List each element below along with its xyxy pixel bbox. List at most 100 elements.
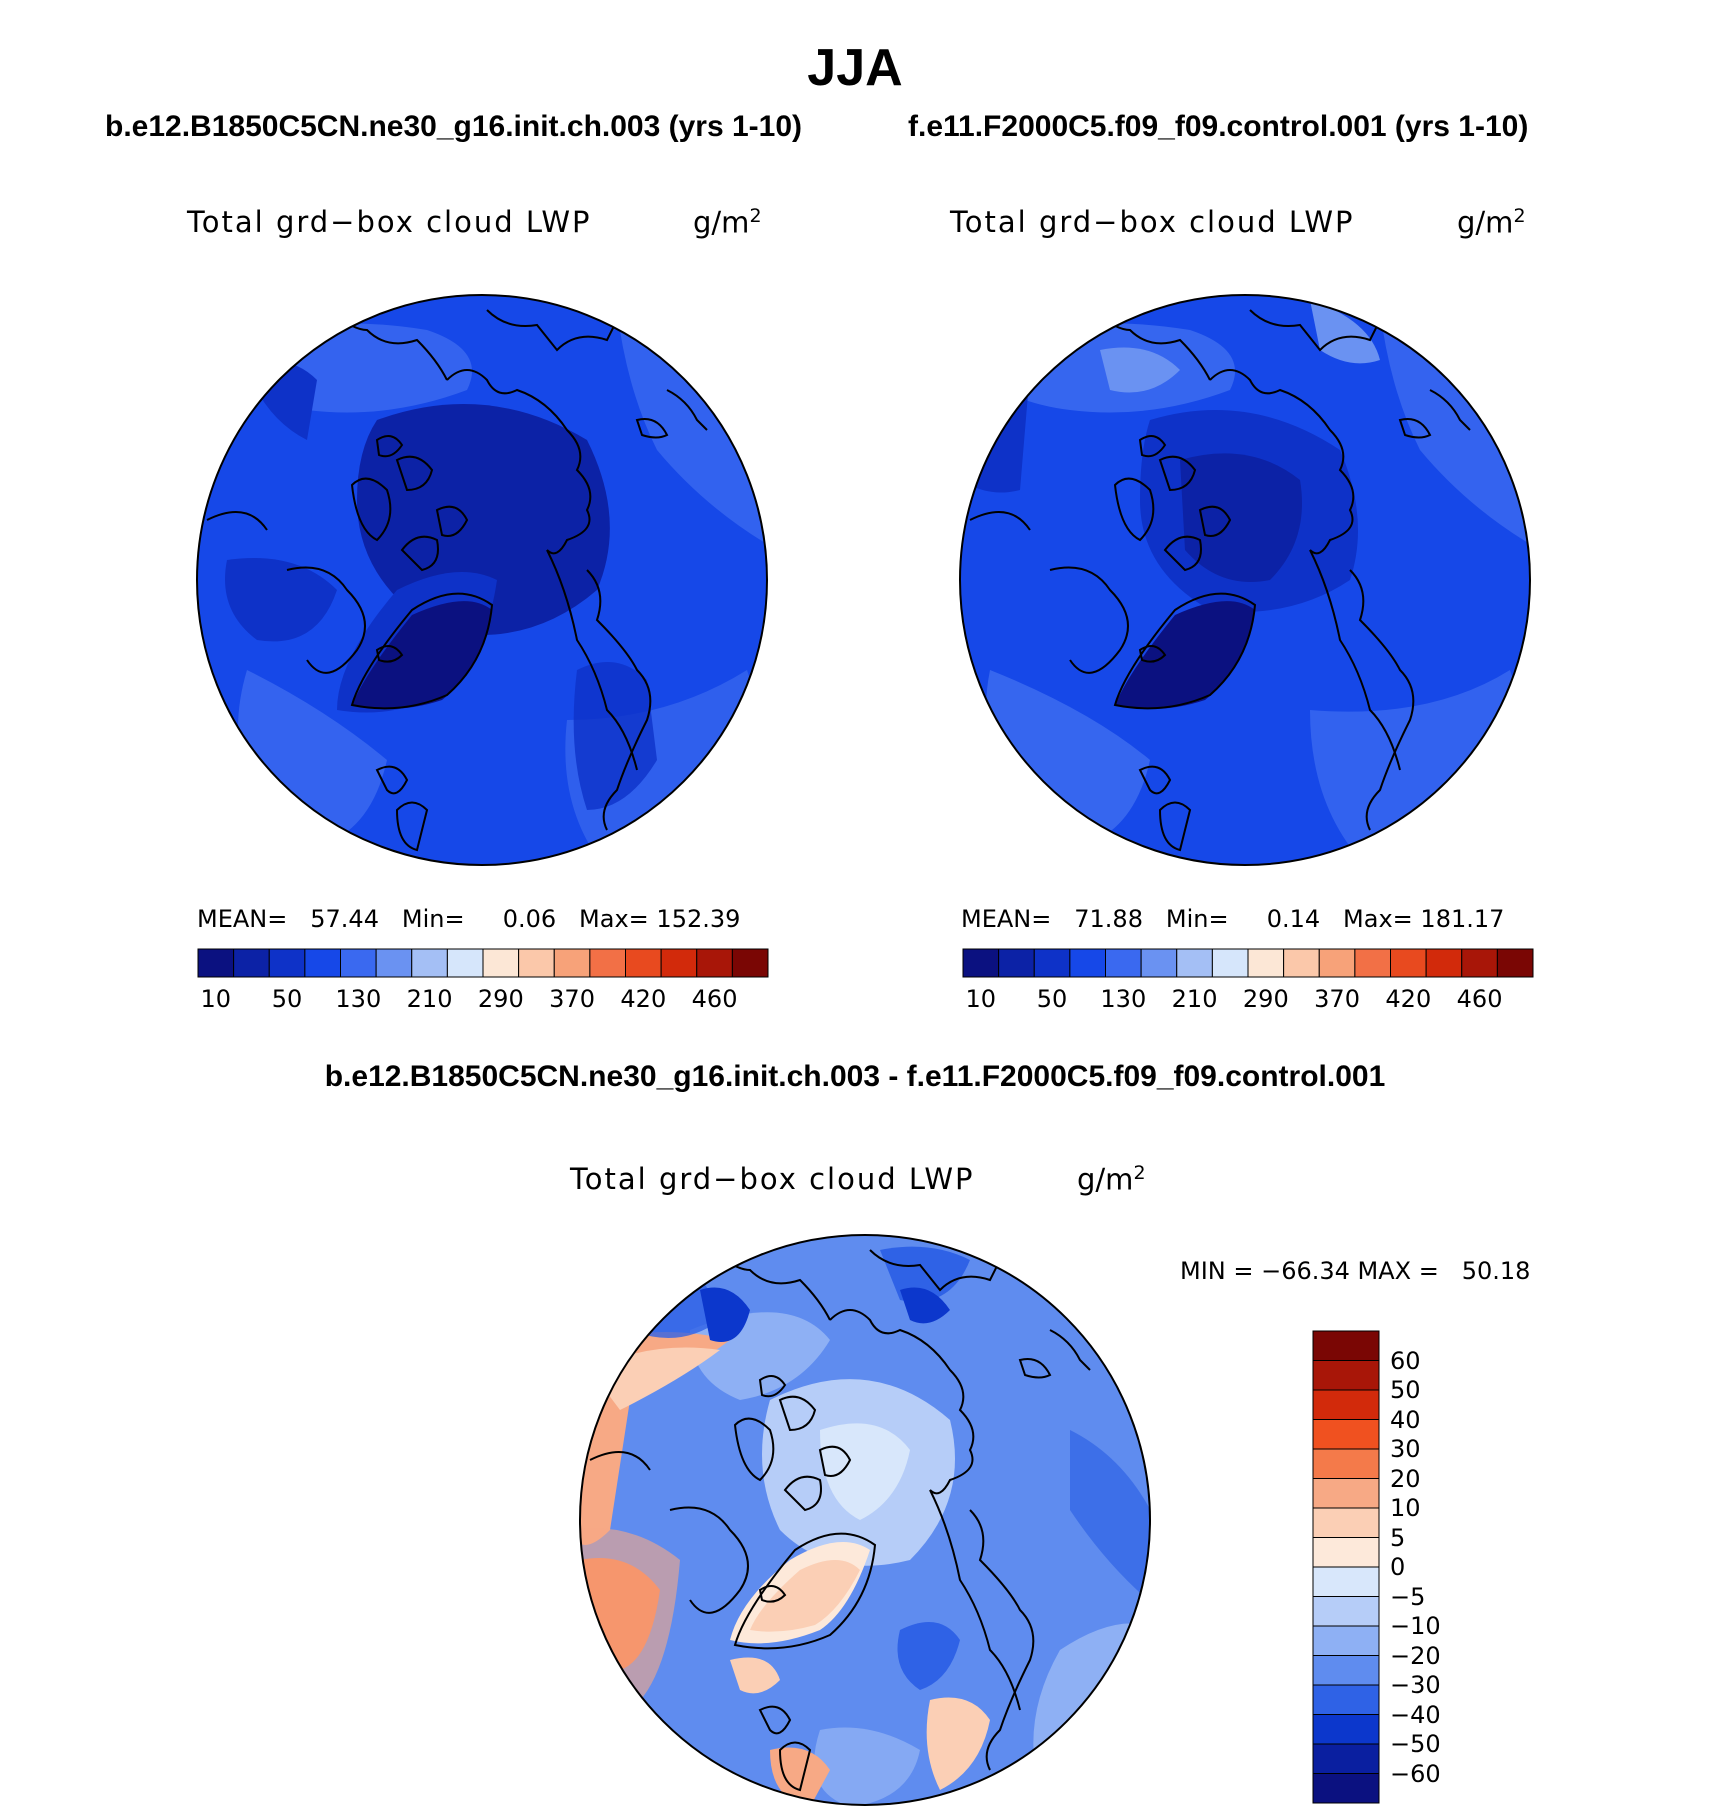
diff-units-label: g/m2 bbox=[1077, 1162, 1146, 1197]
right-colorbar-tick-label: 290 bbox=[1242, 985, 1289, 1013]
difference-colorbar-box bbox=[1312, 1714, 1380, 1745]
right-colorbar-box bbox=[1283, 948, 1320, 978]
difference-title: b.e12.B1850C5CN.ne30_g16.init.ch.003 - f… bbox=[324, 1060, 1386, 1093]
right-colorbar-box bbox=[998, 948, 1035, 978]
left-colorbar-box bbox=[340, 948, 377, 978]
right-colorbar-box bbox=[1211, 948, 1249, 978]
main-title: JJA bbox=[807, 39, 903, 97]
left-colorbar-tick-label: 460 bbox=[691, 985, 738, 1013]
difference-colorbar-box bbox=[1312, 1773, 1380, 1804]
left-min-value: 0.06 bbox=[502, 905, 557, 933]
left-variable-label: Total grd−box cloud LWP bbox=[187, 205, 592, 239]
difference-colorbar bbox=[1312, 1330, 1380, 1804]
right-max-value: 181.17 bbox=[1420, 905, 1505, 933]
difference-colorbar-tick-label: −20 bbox=[1390, 1641, 1441, 1670]
difference-colorbar-box bbox=[1312, 1655, 1380, 1686]
left-colorbar-tick-label: 210 bbox=[406, 985, 453, 1013]
difference-colorbar-tick-label: 40 bbox=[1390, 1405, 1421, 1434]
left-colorbar-box bbox=[696, 948, 733, 978]
right-colorbar-tick-label: 50 bbox=[1036, 985, 1068, 1013]
difference-colorbar-tick-label: 30 bbox=[1390, 1435, 1421, 1463]
left-colorbar-tick-label: 130 bbox=[335, 985, 382, 1013]
right-colorbar-box bbox=[1496, 948, 1534, 978]
right-colorbar-tick-label: 130 bbox=[1100, 985, 1147, 1013]
difference-colorbar-box bbox=[1312, 1478, 1380, 1509]
left-colorbar-tick-label: 290 bbox=[477, 985, 524, 1013]
left-max-label: Max= bbox=[579, 905, 649, 933]
right-colorbar-tick-label: 460 bbox=[1456, 985, 1503, 1013]
right-colorbar-box bbox=[1354, 948, 1391, 978]
left-colorbar-tick-label: 370 bbox=[549, 985, 595, 1013]
difference-colorbar-tick-label: 5 bbox=[1390, 1523, 1406, 1552]
right-colorbar bbox=[962, 948, 1534, 978]
left-colorbar-box bbox=[589, 948, 626, 978]
left-max-value: 152.39 bbox=[656, 905, 741, 933]
difference-polar-map bbox=[579, 1234, 1151, 1806]
difference-colorbar-tick-label: 50 bbox=[1390, 1376, 1421, 1404]
difference-colorbar-box bbox=[1312, 1625, 1380, 1656]
right-colorbar-box bbox=[1176, 948, 1213, 978]
left-colorbar-tick-label: 10 bbox=[200, 985, 232, 1013]
left-colorbar-box bbox=[731, 948, 769, 978]
difference-colorbar-box bbox=[1312, 1330, 1380, 1361]
right-polar-map bbox=[959, 294, 1531, 866]
right-mean-value: 71.88 bbox=[1074, 905, 1143, 933]
right-max-label: Max= bbox=[1343, 905, 1413, 933]
right-panel-case-title: f.e11.F2000C5.f09_f09.control.001 (yrs 1… bbox=[908, 110, 1529, 143]
left-colorbar-box bbox=[304, 948, 341, 978]
right-colorbar-box bbox=[1247, 948, 1285, 978]
left-stats-line: MEAN= 57.44 Min= 0.06 Max= 152.39 bbox=[197, 905, 740, 933]
left-colorbar-box bbox=[411, 948, 448, 978]
difference-colorbar-box bbox=[1312, 1566, 1380, 1597]
difference-colorbar-tick-label: −30 bbox=[1390, 1671, 1441, 1699]
right-colorbar-tick-label: 210 bbox=[1171, 985, 1218, 1013]
right-colorbar-box bbox=[1425, 948, 1463, 978]
difference-colorbar-box bbox=[1312, 1743, 1380, 1774]
difference-colorbar-box bbox=[1312, 1360, 1380, 1391]
right-colorbar-tick-label: 370 bbox=[1314, 985, 1360, 1013]
right-colorbar-box bbox=[1318, 948, 1356, 978]
difference-colorbar-tick-label: −10 bbox=[1390, 1612, 1441, 1640]
difference-colorbar-tick-label: 60 bbox=[1390, 1346, 1421, 1375]
right-colorbar-box bbox=[1105, 948, 1142, 978]
left-colorbar-tick-label: 420 bbox=[620, 985, 667, 1013]
left-min-label: Min= bbox=[401, 905, 465, 933]
right-colorbar-box bbox=[1069, 948, 1106, 978]
difference-colorbar-box bbox=[1312, 1419, 1380, 1450]
left-colorbar-box bbox=[233, 948, 270, 978]
right-colorbar-box bbox=[1033, 948, 1071, 978]
left-colorbar-box bbox=[553, 948, 591, 978]
right-units-label: g/m2 bbox=[1457, 205, 1526, 240]
difference-colorbar-ticks: 60 50 40 30 20 10 5 0 −5 −10 −20 −30 −40 −50 −60 bbox=[1390, 1330, 1490, 1804]
left-colorbar-box bbox=[660, 948, 698, 978]
difference-colorbar-box bbox=[1312, 1537, 1380, 1568]
difference-colorbar-tick-label: 0 bbox=[1390, 1553, 1406, 1581]
right-colorbar-box bbox=[1461, 948, 1498, 978]
right-colorbar-ticks: 10 50 130 210 290 370 420 460 bbox=[962, 985, 1534, 1015]
difference-colorbar-tick-label: 10 bbox=[1390, 1494, 1421, 1522]
diff-min-max: MIN = −66.34 MAX = 50.18 bbox=[1180, 1257, 1531, 1285]
left-colorbar-box bbox=[197, 948, 235, 978]
difference-colorbar-tick-label: 20 bbox=[1390, 1464, 1421, 1493]
right-colorbar-tick-label: 10 bbox=[965, 985, 997, 1013]
left-colorbar-box bbox=[518, 948, 555, 978]
left-colorbar-box bbox=[482, 948, 520, 978]
difference-colorbar-tick-label: −5 bbox=[1390, 1582, 1426, 1611]
right-stats-line: MEAN= 71.88 Min= 0.14 Max= 181.17 bbox=[961, 905, 1504, 933]
left-colorbar-box bbox=[375, 948, 413, 978]
difference-colorbar-tick-label: −50 bbox=[1390, 1730, 1441, 1758]
difference-colorbar-box bbox=[1312, 1389, 1380, 1420]
left-mean-value: 57.44 bbox=[310, 905, 379, 933]
difference-colorbar-box bbox=[1312, 1448, 1380, 1479]
right-mean-label: MEAN= bbox=[961, 905, 1052, 933]
left-panel-case-title: b.e12.B1850C5CN.ne30_g16.init.ch.003 (yr… bbox=[105, 110, 803, 143]
left-mean-label: MEAN= bbox=[197, 905, 288, 933]
difference-colorbar-box bbox=[1312, 1684, 1380, 1715]
left-colorbar bbox=[197, 948, 769, 978]
left-colorbar-box bbox=[268, 948, 306, 978]
right-colorbar-box bbox=[1140, 948, 1178, 978]
right-colorbar-box bbox=[1390, 948, 1427, 978]
difference-colorbar-tick-label: −60 bbox=[1390, 1759, 1441, 1788]
left-colorbar-box bbox=[625, 948, 662, 978]
left-colorbar-tick-label: 50 bbox=[271, 985, 303, 1013]
